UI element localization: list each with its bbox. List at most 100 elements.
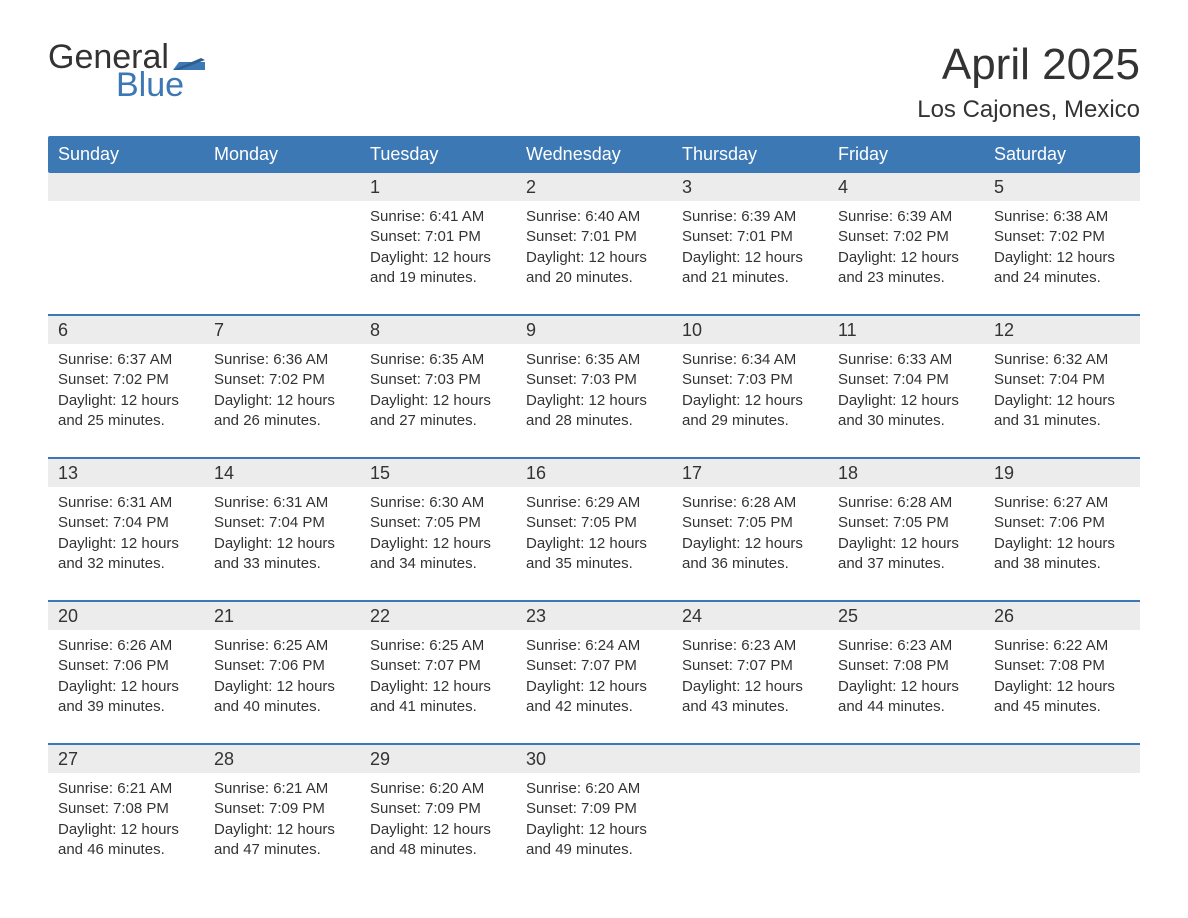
sunset-label: Sunset:: [370, 657, 421, 674]
daylight-label: Daylight:: [682, 249, 740, 266]
sunrise-value: 6:21 AM: [273, 780, 328, 797]
daylight-line: Daylight: 12 hours and 45 minutes.: [994, 677, 1130, 718]
sunrise-value: 6:41 AM: [429, 208, 484, 225]
day-body: Sunrise: 6:26 AM Sunset: 7:06 PM Daylight:…: [48, 630, 204, 727]
sunrise-label: Sunrise:: [838, 351, 893, 368]
sunset-label: Sunset:: [994, 228, 1045, 245]
day-body: Sunrise: 6:21 AMSunset: 7:09 PMDaylight:…: [204, 773, 360, 870]
daylight-line: Daylight: 12 hours and 34 minutes.: [370, 534, 506, 575]
sunrise-value: 6:40 AM: [585, 208, 640, 225]
sunset-label: Sunset:: [994, 371, 1045, 388]
sunset-line: Sunset: 7:04 PM: [994, 370, 1130, 390]
day-cell: 27Sunrise: 6:21 AMSunset: 7:08 PMDayligh…: [48, 745, 204, 870]
daylight-label: Daylight:: [682, 392, 740, 409]
day-body: Sunrise: 6:33 AMSunset: 7:04 PMDaylight:…: [828, 344, 984, 441]
sunrise-line: Sunrise: 6:35 AM: [526, 350, 662, 370]
sunset-value: 7:04 PM: [269, 514, 325, 531]
day-cell: [828, 745, 984, 870]
sunset-line: Sunset: 7:06 PM: [214, 656, 350, 676]
sunrise-value: 6:26 AM: [117, 637, 172, 654]
sunrise-label: Sunrise:: [526, 208, 581, 225]
day-body: Sunrise: 6:39 AMSunset: 7:02 PMDaylight:…: [828, 201, 984, 298]
sunset-label: Sunset:: [994, 514, 1045, 531]
daylight-label: Daylight:: [526, 392, 584, 409]
day-cell: 14Sunrise: 6:31 AMSunset: 7:04 PMDayligh…: [204, 459, 360, 584]
daylight-line: Daylight: 12 hours and 43 minutes.: [682, 677, 818, 718]
daylight-line: Daylight: 12 hours and 36 minutes.: [682, 534, 818, 575]
weekday-header-row: SundayMondayTuesdayWednesdayThursdayFrid…: [48, 136, 1140, 173]
week-row: 20Sunrise: 6:26 AMSunset: 7:06 PMDayligh…: [48, 600, 1140, 727]
sunset-line: Sunset: 7:06 PM: [994, 513, 1130, 533]
day-number: 19: [984, 459, 1140, 487]
sunset-label: Sunset:: [214, 800, 265, 817]
sunset-value: 7:07 PM: [581, 657, 637, 674]
day-cell: 1Sunrise: 6:41 AMSunset: 7:01 PMDaylight…: [360, 173, 516, 298]
day-body: [984, 773, 1140, 789]
sunrise-value: 6:31 AM: [273, 494, 328, 511]
sunset-value: 7:07 PM: [425, 657, 481, 674]
sunset-label: Sunset:: [214, 514, 265, 531]
sunrise-value: 6:20 AM: [585, 780, 640, 797]
day-number: 30: [516, 745, 672, 773]
daylight-line: Daylight: 12 hours and 20 minutes.: [526, 248, 662, 289]
day-body: Sunrise: 6:23 AMSunset: 7:07 PMDaylight:…: [672, 630, 828, 727]
sunset-value: 7:05 PM: [581, 514, 637, 531]
daylight-line: Daylight: 12 hours and 28 minutes.: [526, 391, 662, 432]
sunrise-line: Sunrise: 6:21 AM: [58, 779, 194, 799]
day-number: 18: [828, 459, 984, 487]
day-number: 29: [360, 745, 516, 773]
day-number: 16: [516, 459, 672, 487]
day-cell: 12Sunrise: 6:32 AMSunset: 7:04 PMDayligh…: [984, 316, 1140, 441]
sunset-value: 7:02 PM: [1049, 228, 1105, 245]
sunset-label: Sunset:: [58, 371, 109, 388]
weekday-header: Monday: [204, 136, 360, 173]
sunrise-label: Sunrise:: [526, 494, 581, 511]
sunset-label: Sunset:: [838, 371, 889, 388]
sunset-value: 7:04 PM: [893, 371, 949, 388]
sunrise-line: Sunrise: 6:20 AM: [526, 779, 662, 799]
day-number: 14: [204, 459, 360, 487]
day-number: [672, 745, 828, 773]
logo-word2: Blue: [116, 68, 205, 102]
sunset-line: Sunset: 7:06 PM: [58, 656, 194, 676]
day-body: Sunrise: 6:20 AMSunset: 7:09 PMDaylight:…: [360, 773, 516, 870]
daylight-label: Daylight:: [682, 678, 740, 695]
day-number: 11: [828, 316, 984, 344]
sunrise-label: Sunrise:: [994, 351, 1049, 368]
sunrise-label: Sunrise:: [58, 637, 113, 654]
sunset-line: Sunset: 7:08 PM: [994, 656, 1130, 676]
weeks-container: 1Sunrise: 6:41 AMSunset: 7:01 PMDaylight…: [48, 173, 1140, 870]
daylight-label: Daylight:: [838, 249, 896, 266]
day-number: 7: [204, 316, 360, 344]
sunset-value: 7:07 PM: [737, 657, 793, 674]
daylight-line: Daylight: 12 hours and 33 minutes.: [214, 534, 350, 575]
day-body: [672, 773, 828, 789]
daylight-line: Daylight: 12 hours and 42 minutes.: [526, 677, 662, 718]
sunset-line: Sunset: 7:01 PM: [370, 227, 506, 247]
day-cell: 30Sunrise: 6:20 AMSunset: 7:09 PMDayligh…: [516, 745, 672, 870]
sunrise-label: Sunrise:: [526, 780, 581, 797]
day-cell: 25Sunrise: 6:23 AMSunset: 7:08 PMDayligh…: [828, 602, 984, 727]
sunrise-value: 6:25 AM: [429, 637, 484, 654]
daylight-label: Daylight:: [370, 535, 428, 552]
sunrise-label: Sunrise:: [58, 494, 113, 511]
day-cell: [672, 745, 828, 870]
sunset-value: 7:06 PM: [269, 657, 325, 674]
day-body: Sunrise: 6:38 AMSunset: 7:02 PMDaylight:…: [984, 201, 1140, 298]
sunrise-value: 6:35 AM: [429, 351, 484, 368]
daylight-label: Daylight:: [58, 678, 116, 695]
day-cell: [204, 173, 360, 298]
sunset-label: Sunset:: [526, 371, 577, 388]
daylight-line: Daylight: 12 hours and 32 minutes.: [58, 534, 194, 575]
sunrise-label: Sunrise:: [214, 780, 269, 797]
sunset-value: 7:06 PM: [1049, 514, 1105, 531]
sunrise-line: Sunrise: 6:20 AM: [370, 779, 506, 799]
sunrise-label: Sunrise:: [838, 494, 893, 511]
sunrise-value: 6:39 AM: [741, 208, 796, 225]
daylight-line: Daylight: 12 hours and 24 minutes.: [994, 248, 1130, 289]
sunrise-line: Sunrise: 6:28 AM: [682, 493, 818, 513]
sunset-line: Sunset: 7:03 PM: [682, 370, 818, 390]
day-body: Sunrise: 6:25 AMSunset: 7:07 PMDaylight:…: [360, 630, 516, 727]
sunrise-value: 6:39 AM: [897, 208, 952, 225]
sunset-line: Sunset: 7:08 PM: [838, 656, 974, 676]
